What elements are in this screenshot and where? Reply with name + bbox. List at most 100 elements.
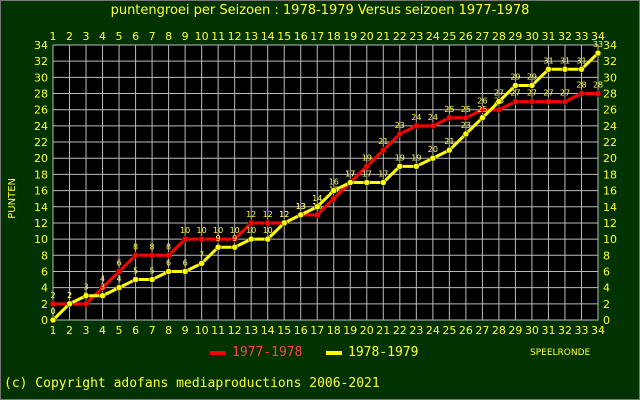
data-point-1978-1979 — [413, 163, 420, 170]
data-label-1978-1979: 17 — [362, 170, 372, 179]
data-label-1978-1979: 19 — [411, 153, 421, 162]
y-tick-label-right: 2 — [603, 298, 610, 311]
y-tick-label-right: 24 — [603, 120, 617, 133]
legend-swatch-red — [210, 350, 226, 355]
data-label-1978-1979: 29 — [510, 72, 520, 81]
legend-swatch-yellow — [326, 350, 342, 355]
data-point-1978-1979 — [214, 243, 222, 251]
x-tick-label-bottom: 23 — [409, 324, 423, 337]
x-tick-label-top: 3 — [83, 30, 90, 43]
data-label-1977-1978: 2 — [67, 291, 72, 300]
data-point-1977-1978 — [363, 163, 371, 170]
data-point-1977-1978 — [264, 219, 271, 227]
data-point-1978-1979 — [99, 292, 106, 299]
x-tick-label-bottom: 12 — [228, 324, 242, 337]
x-tick-label-bottom: 14 — [261, 324, 275, 337]
x-tick-label-bottom: 16 — [294, 324, 308, 337]
x-tick-label-top: 8 — [165, 30, 172, 43]
data-point-1978-1979 — [66, 300, 73, 308]
data-point-1978-1979 — [479, 114, 486, 122]
legend-label-1977-1978: 1977-1978 — [232, 345, 303, 360]
x-tick-label-top: 22 — [393, 30, 407, 43]
data-label-1977-1978: 27 — [543, 89, 553, 98]
x-axis-label: SPEELRONDE — [530, 348, 591, 358]
x-tick-label-top: 19 — [343, 30, 357, 43]
data-label-1978-1979: 9 — [232, 234, 237, 243]
data-label-1978-1979: 29 — [527, 72, 537, 81]
x-tick-label-bottom: 24 — [426, 324, 440, 337]
data-label-1978-1979: 9 — [216, 234, 221, 243]
x-tick-label-top: 18 — [327, 30, 341, 43]
y-tick-label-left: 32 — [34, 55, 48, 68]
data-point-1977-1978 — [446, 114, 453, 122]
x-tick-label-top: 21 — [376, 30, 390, 43]
x-tick-label-bottom: 9 — [182, 324, 189, 337]
data-point-1978-1979 — [247, 235, 255, 243]
x-tick-label-top: 9 — [182, 30, 189, 43]
x-tick-label-top: 28 — [492, 30, 506, 43]
data-label-1978-1979: 14 — [312, 194, 322, 203]
x-tick-label-top: 6 — [132, 30, 139, 43]
data-point-1978-1979 — [280, 219, 288, 227]
data-point-1977-1978 — [380, 146, 387, 154]
x-tick-label-bottom: 17 — [310, 324, 324, 337]
data-point-1978-1979 — [512, 82, 519, 89]
data-label-1977-1978: 10 — [180, 226, 190, 235]
y-tick-label-right: 16 — [603, 185, 617, 198]
data-point-1978-1979 — [429, 154, 437, 162]
data-point-1977-1978 — [115, 268, 123, 275]
y-tick-label-right: 0 — [603, 314, 610, 327]
data-label-1978-1979: 17 — [345, 170, 355, 179]
x-tick-label-bottom: 27 — [475, 324, 489, 337]
data-label-1977-1978: 25 — [461, 105, 471, 114]
data-point-1978-1979 — [561, 66, 569, 73]
x-tick-label-bottom: 33 — [574, 324, 588, 337]
data-label-1978-1979: 31 — [543, 56, 553, 65]
data-label-1978-1979: 10 — [263, 226, 273, 235]
plot-border — [52, 44, 599, 321]
data-label-1977-1978: 10 — [213, 226, 223, 235]
data-label-1977-1978: 10 — [230, 226, 240, 235]
y-tick-label-left: 22 — [34, 136, 48, 149]
series-line-1978-1979 — [51, 52, 600, 322]
y-tick-label-right: 10 — [603, 233, 617, 246]
legend-item-1978-1979: 1978-1979 — [326, 345, 418, 360]
chart-title: puntengroei per Seizoen : 1978-1979 Vers… — [110, 3, 530, 18]
data-label-1978-1979: 2 — [67, 291, 72, 300]
x-tick-label-bottom: 10 — [195, 324, 209, 337]
y-tick-label-left: 30 — [34, 71, 48, 84]
data-point-1978-1979 — [181, 268, 189, 275]
data-point-1977-1978 — [396, 130, 404, 138]
data-point-1978-1979 — [347, 179, 354, 186]
data-label-1977-1978: 2 — [50, 291, 55, 300]
data-point-1978-1979 — [462, 130, 470, 138]
x-tick-label-bottom: 2 — [66, 324, 73, 337]
x-tick-label-top: 5 — [116, 30, 123, 43]
data-label-1977-1978: 13 — [296, 202, 306, 211]
data-point-1977-1978 — [49, 300, 57, 308]
x-tick-label-bottom: 32 — [558, 324, 572, 337]
data-point-1978-1979 — [231, 243, 238, 251]
data-point-1978-1979 — [578, 66, 585, 73]
data-label-1977-1978: 25 — [444, 105, 454, 114]
x-tick-label-top: 23 — [409, 30, 423, 43]
y-tick-label-left: 24 — [34, 120, 48, 133]
data-label-1977-1978: 17 — [345, 170, 355, 179]
y-tick-label-right: 22 — [603, 136, 617, 149]
data-point-1978-1979 — [297, 211, 304, 219]
data-label-1977-1978: 10 — [197, 226, 207, 235]
data-label-1977-1978: 8 — [133, 242, 138, 251]
data-label-1978-1979: 16 — [329, 178, 339, 187]
data-point-1977-1978 — [165, 252, 172, 259]
data-label-1978-1979: 4 — [117, 275, 122, 284]
data-label-1977-1978: 4 — [100, 275, 105, 284]
data-point-1977-1978 — [429, 122, 437, 130]
x-tick-label-top: 16 — [294, 30, 308, 43]
data-point-1978-1979 — [132, 276, 139, 283]
y-tick-label-right: 30 — [603, 71, 617, 84]
data-point-1977-1978 — [148, 252, 156, 259]
data-point-1977-1978 — [198, 235, 205, 243]
x-tick-label-bottom: 26 — [459, 324, 473, 337]
data-label-1977-1978: 27 — [560, 89, 570, 98]
